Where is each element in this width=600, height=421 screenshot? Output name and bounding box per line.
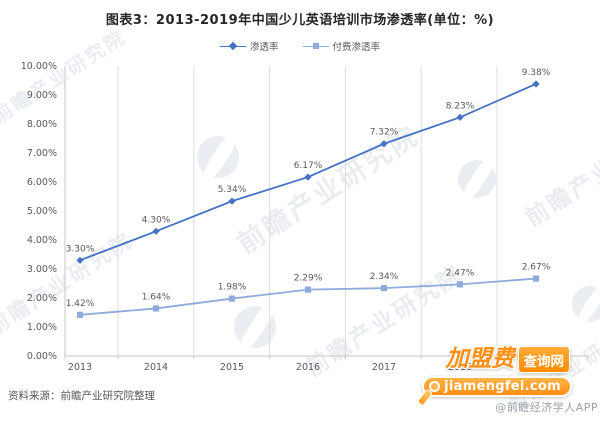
svg-text:2013: 2013: [68, 362, 92, 373]
svg-text:0.00%: 0.00%: [27, 351, 57, 362]
data-label: 1.98%: [218, 283, 247, 293]
source-note: 资料来源：前瞻产业研究院整理: [8, 390, 155, 402]
data-point-marker: [76, 311, 84, 318]
data-point-marker: [532, 80, 540, 88]
data-point-marker: [304, 286, 312, 293]
data-label: 4.30%: [142, 215, 171, 225]
data-label: 6.17%: [294, 161, 323, 171]
data-point-marker: [532, 275, 540, 282]
data-point-marker: [456, 281, 464, 288]
data-point-marker: [380, 285, 388, 292]
svg-text:2018: 2018: [448, 362, 472, 373]
legend-item-paid-penetration-rate[interactable]: 付费渗透率: [302, 39, 381, 53]
legend-item-penetration-rate[interactable]: 渗透率: [219, 39, 279, 53]
series-paid-penetration-rate: 1.42% 1.64% 1.98% 2.29% 2.34% 2.47% 2.67%: [66, 263, 551, 318]
legend-label: 渗透率: [249, 42, 279, 53]
data-point-marker: [456, 113, 464, 121]
data-label: 3.30%: [66, 244, 95, 254]
data-label: 1.64%: [142, 292, 171, 302]
data-label: 9.38%: [522, 68, 551, 78]
data-label: 2.34%: [370, 272, 399, 282]
data-label: 8.23%: [446, 101, 475, 111]
svg-text:3.00%: 3.00%: [27, 264, 57, 275]
data-point-marker: [380, 140, 388, 148]
data-label: 7.32%: [370, 128, 399, 138]
svg-text:2016: 2016: [296, 362, 320, 373]
series-penetration-rate: 3.30% 4.30% 5.34% 6.17% 7.32% 8.23% 9.38%: [66, 68, 551, 264]
svg-text:10.00%: 10.00%: [21, 61, 57, 72]
square-line-marker-icon: [302, 41, 329, 51]
data-point-marker: [228, 197, 236, 205]
magnifier-icon: [429, 381, 441, 392]
badge-url-text: jiamengfei.com: [444, 379, 561, 394]
badge-suffix-text: 查询网: [517, 346, 570, 373]
data-label: 1.42%: [66, 299, 95, 309]
jiamengfei-watermark-badge: 加盟费 查询网 jiamengfei.com @前瞻经济学人APP: [422, 346, 598, 415]
data-label: 2.67%: [522, 263, 551, 273]
svg-text:2015: 2015: [220, 362, 244, 373]
gridlines: [117, 66, 498, 356]
svg-text:2017: 2017: [372, 362, 396, 373]
badge-url-row: jiamengfei.com: [422, 373, 598, 397]
svg-text:2.00%: 2.00%: [27, 293, 57, 304]
svg-text:5.00%: 5.00%: [27, 206, 57, 217]
data-label: 2.29%: [294, 274, 323, 284]
data-label: 5.34%: [218, 185, 247, 195]
data-point-marker: [228, 295, 236, 302]
axes: [64, 66, 589, 359]
data-point-marker: [304, 173, 312, 181]
badge-credit-text: @前瞻经济学人APP: [495, 401, 598, 414]
svg-text:6.00%: 6.00%: [27, 177, 57, 188]
svg-text:9.00%: 9.00%: [27, 90, 57, 101]
svg-text:7.00%: 7.00%: [27, 148, 57, 159]
legend: 渗透率 付费渗透率: [0, 39, 600, 53]
data-point-marker: [152, 305, 160, 312]
chart-title: 图表3：2013-2019年中国少儿英语培训市场渗透率(单位：%): [105, 13, 495, 28]
svg-text:4.00%: 4.00%: [27, 235, 57, 246]
badge-title-row: 加盟费 查询网: [422, 346, 570, 373]
data-label: 2.47%: [446, 268, 475, 278]
legend-label: 付费渗透率: [332, 42, 381, 53]
data-point-marker: [152, 227, 160, 235]
diamond-line-marker-icon: [219, 41, 246, 51]
y-axis-labels: 0.00% 1.00% 2.00% 3.00% 4.00% 5.00% 6.00% 7.00%…: [21, 61, 57, 362]
svg-text:8.00%: 8.00%: [27, 119, 57, 130]
badge-brand-text: 加盟费: [445, 346, 515, 372]
svg-text:1.00%: 1.00%: [27, 322, 57, 333]
svg-text:2014: 2014: [144, 362, 168, 373]
data-point-marker: [76, 256, 84, 264]
